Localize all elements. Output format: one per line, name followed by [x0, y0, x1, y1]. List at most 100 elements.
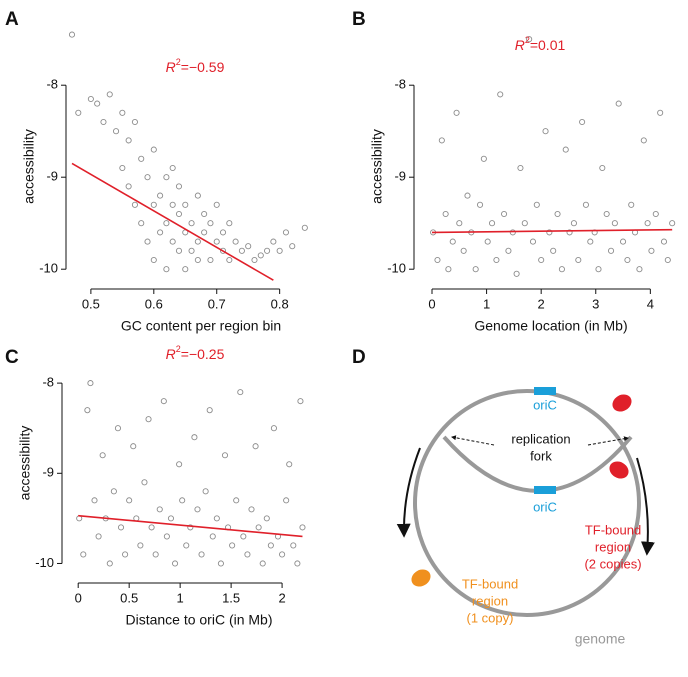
x-tick-label: 0: [75, 590, 82, 605]
y-tick-label: -8: [394, 77, 406, 92]
point: [126, 497, 133, 504]
annotation-part: =−0.25: [181, 346, 225, 362]
x-tick-label: 3: [592, 296, 599, 311]
point: [270, 238, 277, 245]
point: [484, 238, 491, 245]
fork-arrow: [587, 436, 629, 446]
point: [542, 128, 549, 135]
point: [501, 210, 508, 218]
annotation: R2=0.01: [515, 35, 566, 52]
point: [110, 488, 117, 495]
x-tick-label: 0: [428, 296, 435, 311]
point: [264, 247, 271, 254]
point: [615, 100, 622, 107]
tf-blob: [411, 569, 431, 587]
point: [257, 252, 264, 259]
point: [68, 31, 76, 38]
point: [570, 220, 577, 227]
point: [248, 506, 255, 513]
point: [75, 109, 82, 116]
point: [434, 256, 441, 264]
point: [213, 201, 220, 208]
point: [538, 256, 545, 264]
point: [194, 192, 201, 199]
panel-label: D: [352, 347, 366, 368]
point: [207, 220, 214, 227]
x-axis-label: Distance to oriC (in Mb): [125, 612, 272, 628]
annotation: R2=−0.25: [166, 344, 225, 361]
panel-label: B: [352, 9, 366, 30]
point: [442, 210, 449, 218]
point: [240, 533, 247, 540]
point: [611, 220, 618, 227]
point: [94, 100, 101, 107]
point: [191, 434, 198, 441]
point: [201, 229, 208, 236]
scatter-panel: A -8 -9 -10 0.5 0.6 0.7 0.8 GC content per regio…: [5, 9, 308, 334]
point: [188, 247, 195, 254]
point: [289, 243, 296, 250]
point: [509, 229, 516, 236]
point: [112, 128, 120, 135]
fork-label: fork: [530, 448, 552, 463]
point: [226, 256, 233, 264]
point: [84, 407, 91, 414]
point: [217, 560, 224, 567]
point: [226, 220, 233, 227]
fork-label: replication: [511, 431, 570, 446]
point: [169, 201, 176, 208]
point: [476, 201, 484, 208]
point: [283, 497, 290, 504]
point: [152, 551, 159, 558]
point: [150, 201, 157, 208]
fork-arrow: [451, 435, 495, 446]
point: [179, 497, 186, 504]
point: [595, 266, 602, 273]
point: [640, 137, 647, 144]
x-tick-label: 2: [538, 296, 545, 311]
point: [207, 256, 214, 264]
point: [529, 238, 537, 245]
tf-label: (2 copies): [584, 556, 641, 571]
point: [95, 533, 102, 540]
point: [209, 533, 216, 540]
point: [188, 220, 195, 227]
point: [624, 256, 631, 264]
point: [141, 479, 148, 486]
y-tick-label: -9: [46, 169, 58, 184]
tf-label: TF-bound: [462, 576, 518, 591]
y-tick-label: -10: [39, 261, 58, 276]
annotation-part: 2: [176, 57, 181, 67]
point: [669, 220, 676, 227]
point: [131, 201, 138, 208]
point: [91, 497, 98, 504]
point: [167, 515, 175, 522]
point: [160, 398, 167, 405]
point: [229, 542, 236, 549]
point: [636, 266, 643, 273]
x-tick-label: 1: [177, 590, 184, 605]
point: [213, 515, 220, 522]
point: [579, 118, 586, 126]
point: [244, 551, 251, 558]
tf-label: region: [472, 593, 508, 608]
point: [657, 109, 664, 116]
point: [219, 229, 227, 236]
x-axis-label: Genome location (in Mb): [474, 318, 627, 334]
point: [138, 220, 145, 227]
point: [182, 201, 189, 208]
x-tick-label: 1: [483, 296, 490, 311]
point: [237, 389, 244, 396]
annotation-part: R: [515, 37, 525, 53]
point: [145, 416, 152, 423]
point: [163, 533, 170, 540]
point: [628, 201, 635, 208]
point: [255, 524, 262, 531]
direction-arrow: [636, 457, 655, 556]
point: [183, 542, 190, 549]
point: [221, 452, 229, 459]
point: [148, 524, 155, 531]
point: [144, 174, 151, 181]
point: [119, 109, 126, 116]
